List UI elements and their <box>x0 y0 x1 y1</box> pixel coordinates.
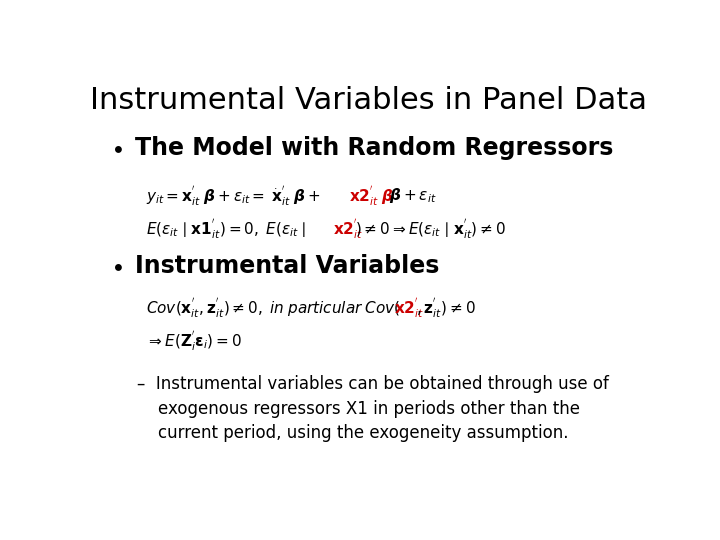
Text: $E(\varepsilon_{it}\mid\mathbf{x1}_{it}^{'})=0,\;E(\varepsilon_{it}\mid$: $E(\varepsilon_{it}\mid\mathbf{x1}_{it}^… <box>145 217 306 241</box>
Text: $\boldsymbol{\beta}+\varepsilon_{it}$: $\boldsymbol{\beta}+\varepsilon_{it}$ <box>389 186 436 205</box>
Text: Instrumental Variables in Panel Data: Instrumental Variables in Panel Data <box>91 85 647 114</box>
Text: $\mathit{,\mathbf{z}_{it}^{'})\neq0}$: $\mathit{,\mathbf{z}_{it}^{'})\neq0}$ <box>416 296 476 320</box>
Text: Instrumental Variables: Instrumental Variables <box>135 254 439 279</box>
Text: current period, using the exogeneity assumption.: current period, using the exogeneity ass… <box>138 424 569 442</box>
Text: $\bullet$: $\bullet$ <box>109 136 122 160</box>
Text: $)\neq0\Rightarrow E(\varepsilon_{it}\mid\mathbf{x}_{it}^{'})\neq0$: $)\neq0\Rightarrow E(\varepsilon_{it}\mi… <box>355 217 506 241</box>
Text: The Model with Random Regressors: The Model with Random Regressors <box>135 136 613 160</box>
Text: $\bullet$: $\bullet$ <box>109 254 122 279</box>
Text: $y_{it}=\mathbf{x}_{it}^{'}\;\boldsymbol{\beta}+\varepsilon_{it}=\;\overset{.}{\: $y_{it}=\mathbf{x}_{it}^{'}\;\boldsymbol… <box>145 184 320 208</box>
Text: $\mathbf{x2}_{it}^{'}$: $\mathbf{x2}_{it}^{'}$ <box>394 296 424 320</box>
Text: $\mathbf{x2}_{it}^{'}\;\boldsymbol{\beta}$: $\mathbf{x2}_{it}^{'}\;\boldsymbol{\beta… <box>349 184 394 208</box>
Text: $\mathbf{x2}_{it}^{'}$: $\mathbf{x2}_{it}^{'}$ <box>333 217 363 241</box>
Text: $\Rightarrow E(\mathbf{Z}_{i}^{'}\boldsymbol{\varepsilon}_{i})=0$: $\Rightarrow E(\mathbf{Z}_{i}^{'}\boldsy… <box>145 329 242 353</box>
Text: –  Instrumental variables can be obtained through use of: – Instrumental variables can be obtained… <box>138 375 609 393</box>
Text: $\mathit{Cov}(\mathbf{x}_{it}^{'},\mathbf{z}_{it}^{'})\neq0,\;\mathit{in\;partic: $\mathit{Cov}(\mathbf{x}_{it}^{'},\mathb… <box>145 296 400 320</box>
Text: exogenous regressors X1 in periods other than the: exogenous regressors X1 in periods other… <box>138 400 580 417</box>
